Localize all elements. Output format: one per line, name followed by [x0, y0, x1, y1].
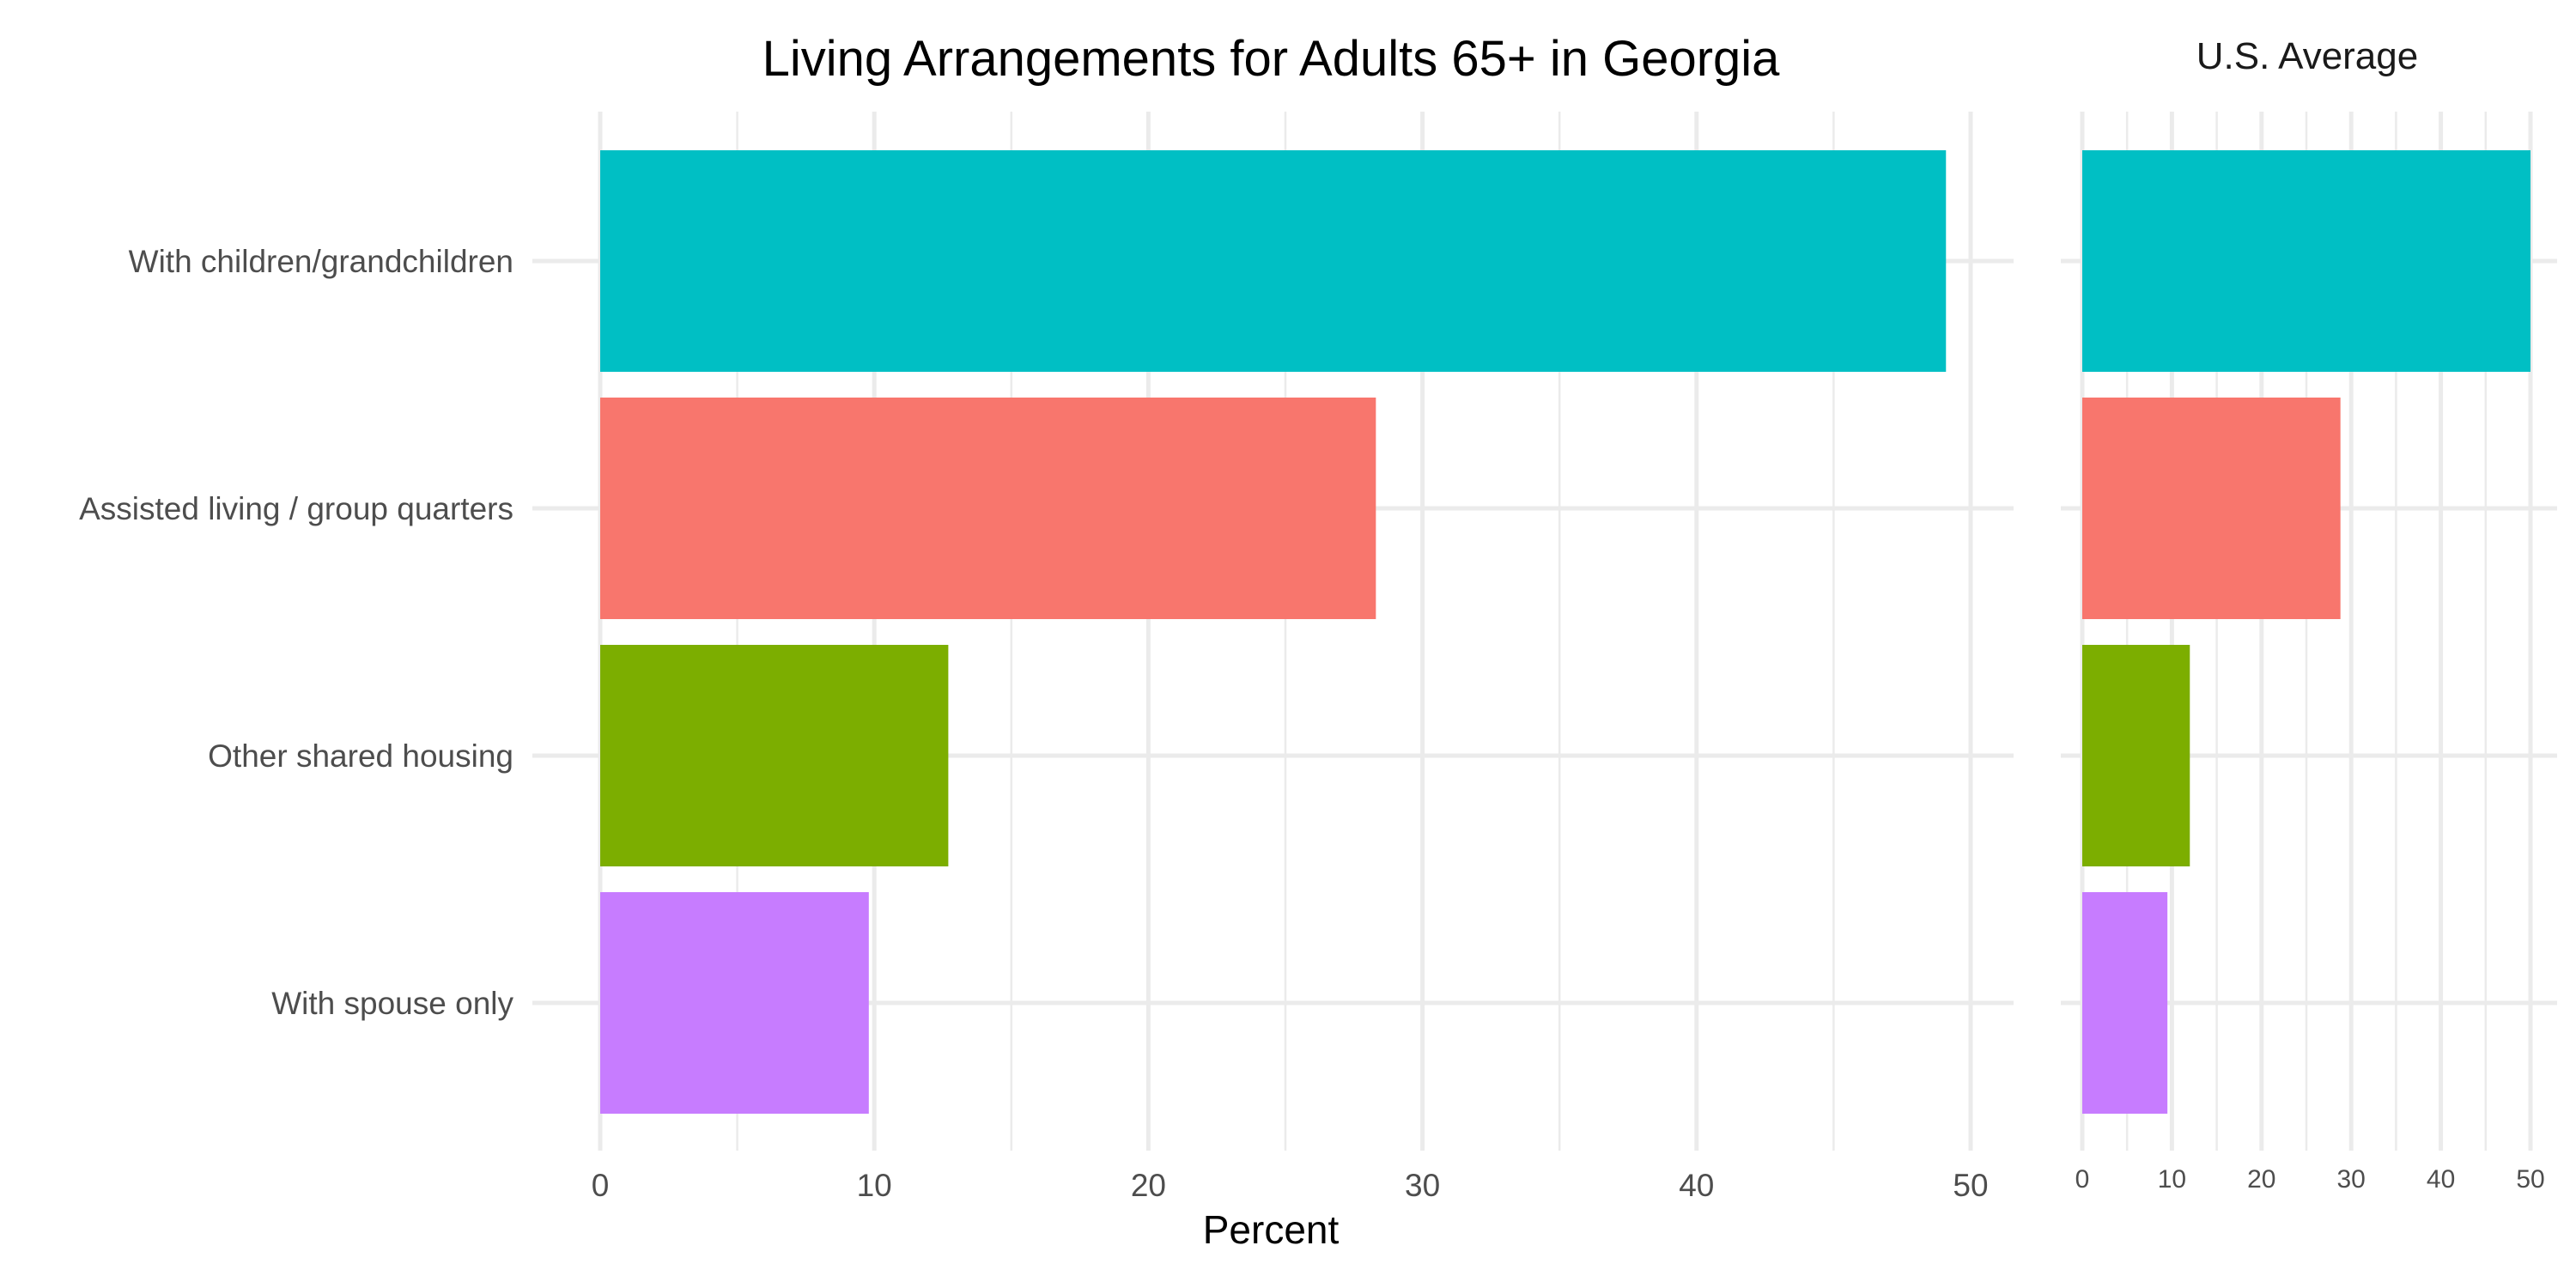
- ga-bar-2: [600, 398, 1376, 619]
- ga-bar-3: [600, 645, 949, 866]
- us-bar-4: [2082, 892, 2168, 1114]
- category-label: With spouse only: [271, 986, 513, 1021]
- us-bar-3: [2082, 645, 2190, 866]
- ga-x-tick-label: 30: [1405, 1168, 1440, 1203]
- ga-x-tick-label: 10: [857, 1168, 892, 1203]
- category-label: Assisted living / group quarters: [79, 491, 513, 526]
- ga-bar-4: [600, 892, 869, 1114]
- us-bar-1: [2082, 150, 2530, 372]
- us-x-tick-label: 30: [2337, 1165, 2366, 1194]
- ga-x-tick-label: 50: [1953, 1168, 1988, 1203]
- us-bar-2: [2082, 398, 2341, 619]
- ga-x-tick-label: 40: [1679, 1168, 1714, 1203]
- us-panel: 0 10 20 30 40 50: [2061, 112, 2557, 1194]
- us-x-tick-label: 50: [2516, 1165, 2544, 1194]
- ga-x-tick-label: 20: [1131, 1168, 1166, 1203]
- georgia-panel: 0 10 20 30 40 50 With children/grandchildren As…: [79, 112, 2014, 1203]
- category-label: With children/grandchildren: [129, 244, 513, 279]
- us-x-tick-label: 0: [2075, 1165, 2090, 1194]
- chart-title: Living Arrangements for Adults 65+ in Ge…: [762, 31, 1781, 87]
- us-x-tick-label: 40: [2427, 1165, 2455, 1194]
- us-x-tick-label: 20: [2247, 1165, 2275, 1194]
- x-axis-title: Percent: [1203, 1207, 1340, 1252]
- ga-bar-1: [600, 150, 1947, 372]
- us-panel-title: U.S. Average: [2196, 35, 2418, 77]
- ga-x-tick-label: 0: [592, 1168, 610, 1203]
- us-x-tick-label: 10: [2158, 1165, 2186, 1194]
- category-label: Other shared housing: [208, 738, 513, 774]
